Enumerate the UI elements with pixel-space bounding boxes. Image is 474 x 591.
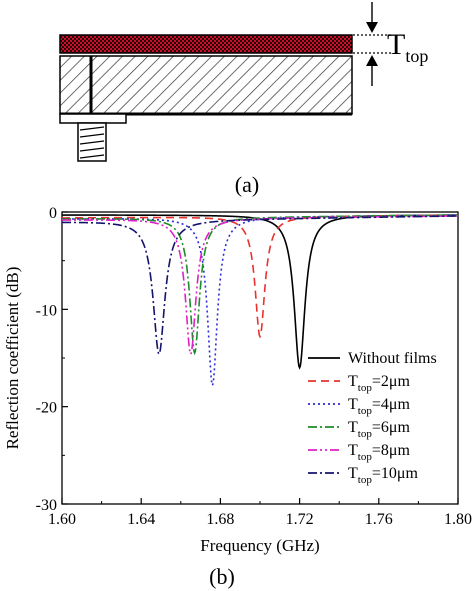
connector-flange [59, 113, 127, 124]
x-tick-label: 1.64 [127, 511, 155, 528]
substrate-block [59, 55, 353, 115]
legend-entry: Ttop=2μm [348, 373, 410, 394]
series-line [62, 214, 458, 356]
panel-b-caption: (b) [209, 564, 235, 589]
plot-area [61, 211, 459, 505]
x-tick-label: 1.76 [365, 511, 393, 528]
x-tick-label: 1.60 [48, 511, 76, 528]
x-axis: 1.60 1.64 1.68 1.72 1.76 1.80 [48, 498, 472, 528]
x-tick-label: 1.72 [286, 511, 314, 528]
legend-entry: Ttop=6μm [348, 419, 410, 440]
y-tick-label: 0 [49, 205, 57, 222]
legend-entry: Ttop=4μm [348, 396, 410, 417]
thickness-label: Ttop [387, 28, 428, 66]
dimension-arrow-up [366, 55, 378, 86]
x-tick-label: 1.80 [444, 511, 472, 528]
legend-entry: Ttop=10μm [348, 465, 418, 486]
legend: Without filmsTtop=2μmTtop=4μmTtop=6μmTto… [308, 350, 437, 486]
schematic-panel: Ttop (a) [59, 2, 428, 197]
top-film-layer [59, 34, 353, 54]
panel-a-caption: (a) [235, 172, 259, 197]
y-axis: 0 -10 -20 -30 [36, 205, 68, 514]
x-axis-label: Frequency (GHz) [200, 536, 319, 555]
legend-entry: Without films [348, 350, 437, 367]
dimension-arrow-down [366, 2, 378, 33]
x-tick-label: 1.68 [206, 511, 234, 528]
series-line [62, 214, 458, 388]
series-lines [62, 214, 458, 388]
y-tick-label: -20 [36, 400, 57, 417]
sma-connector [77, 122, 107, 162]
y-axis-label: Reflection coefficient (dB) [3, 267, 22, 450]
legend-entry: Ttop=8μm [348, 442, 410, 463]
y-tick-label: -30 [36, 497, 57, 514]
y-tick-label: -10 [36, 302, 57, 319]
series-line [62, 215, 458, 356]
reflection-chart: 0 -10 -20 -30 1.60 1.64 1.68 1.72 1.76 1.80 With… [3, 205, 472, 589]
series-line [62, 215, 458, 357]
